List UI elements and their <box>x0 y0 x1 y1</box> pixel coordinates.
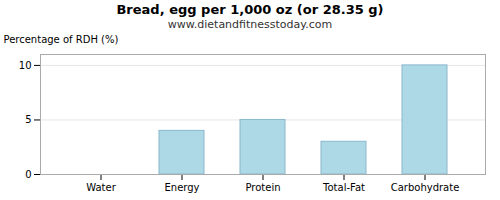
html-text:Bread, egg per 1,000 oz (or 28: Bread, egg per 1,000 oz (or 28.35 g) <box>116 2 384 17</box>
svg-text:10: 10 <box>19 60 32 71</box>
html-text:www.dietandfitnesstoday.com: www.dietandfitnesstoday.com <box>167 18 333 31</box>
svg-text:5: 5 <box>25 114 31 125</box>
svg-text:Energy: Energy <box>164 182 199 193</box>
svg-text:Percentage of RDH (%): Percentage of RDH (%) <box>4 34 119 45</box>
svg-text:0: 0 <box>25 169 31 180</box>
svg-text:Water: Water <box>86 182 116 193</box>
svg-text:Protein: Protein <box>245 182 280 193</box>
svg-text:Carbohydrate: Carbohydrate <box>391 182 460 193</box>
svg-text:Total-Fat: Total-Fat <box>322 182 365 193</box>
